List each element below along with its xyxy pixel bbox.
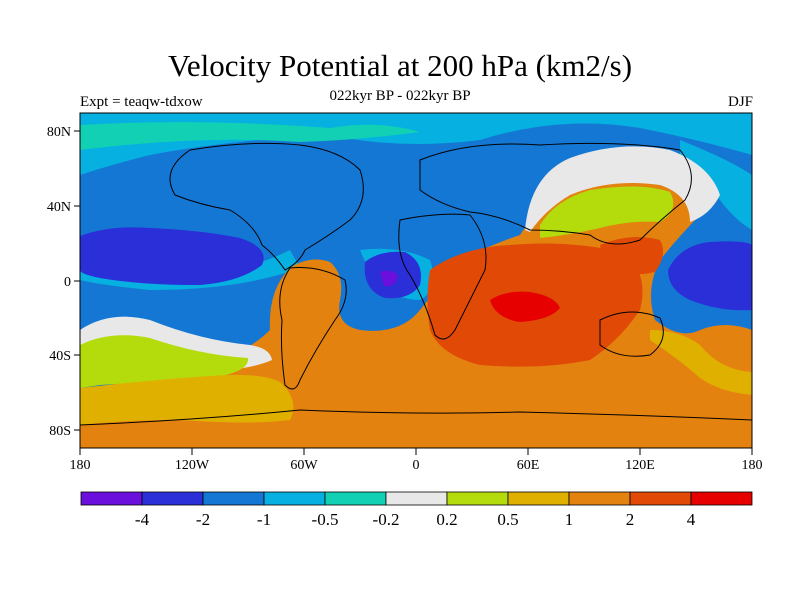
colorbar-box <box>141 491 204 506</box>
colorbar-label: 2 <box>626 510 635 529</box>
colorbar-label: 0.5 <box>497 510 518 529</box>
field-level-0.5-south-pacific <box>80 335 249 388</box>
colorbar-label: 0.2 <box>436 510 457 529</box>
colorbar: -4 -2 -1 -0.5 -0.2 0.2 0.5 1 2 4 <box>80 491 753 529</box>
lon-tick-label: 60E <box>517 458 540 473</box>
colorbar-box <box>446 491 509 506</box>
colorbar-box <box>202 491 265 506</box>
lat-tick-label: 80S <box>49 424 71 439</box>
antarctica-outline <box>80 409 752 426</box>
lat-tick-label: 40S <box>49 349 71 364</box>
australia-outline <box>599 311 664 357</box>
field-level-4-maritime <box>600 236 664 275</box>
colorbar-label: -0.2 <box>373 510 400 529</box>
lon-tick-label: 0 <box>413 458 420 473</box>
south-america-outline <box>279 267 347 390</box>
colorbar-label: -2 <box>196 510 210 529</box>
colorbar-box <box>507 491 570 506</box>
colorbar-label: 4 <box>687 510 696 529</box>
season-label: DJF <box>727 94 753 110</box>
field-level--4-atlantic <box>380 270 398 287</box>
lon-tick-label: 180 <box>742 458 763 473</box>
colorbar-label: -1 <box>257 510 271 529</box>
colorbar-box <box>690 491 753 506</box>
colorbar-label: -0.5 <box>312 510 339 529</box>
latitude-ticks: 80N 40N 0 40S 80S <box>47 125 80 439</box>
colorbar-boxes <box>80 491 753 506</box>
lon-tick-label: 120E <box>625 458 655 473</box>
eurasia-outline <box>419 142 692 245</box>
field-level--2-pacific <box>80 227 264 285</box>
colorbar-box <box>324 491 387 506</box>
longitude-ticks: 180 120W 60W 0 60E 120E 180 <box>70 448 763 473</box>
field-level-1-southeast <box>650 330 752 395</box>
lon-tick-label: 60W <box>290 458 318 473</box>
colorbar-label: 1 <box>565 510 574 529</box>
field-level-0.5-asia <box>540 186 674 238</box>
field-level--0.5-northeast <box>680 140 752 230</box>
field-level--0.2-north <box>80 122 420 150</box>
field-level--2-west-pacific <box>668 241 752 311</box>
field-level-1-south-pacific <box>80 374 294 425</box>
colorbar-box <box>385 491 448 506</box>
lat-tick-label: 0 <box>64 275 71 290</box>
colorbar-box <box>629 491 692 506</box>
colorbar-label: -4 <box>135 510 150 529</box>
coastlines <box>80 142 752 426</box>
field-level-4-core <box>490 291 560 322</box>
north-america-outline <box>169 142 364 271</box>
colorbar-box <box>263 491 326 506</box>
lat-tick-label: 40N <box>47 200 71 215</box>
experiment-label: Expt = teaqw-tdxow <box>80 94 203 110</box>
colorbar-box <box>568 491 631 506</box>
plot-title: Velocity Potential at 200 hPa (km2/s) <box>167 48 633 83</box>
lon-tick-label: 120W <box>175 458 210 473</box>
velocity-potential-field <box>80 113 752 448</box>
colorbar-box <box>80 491 143 506</box>
field-level-0.2-asia <box>525 146 720 232</box>
lat-tick-label: 80N <box>47 125 71 140</box>
plot-subtitle: 022kyr BP - 022kyr BP <box>329 88 471 104</box>
lon-tick-label: 180 <box>70 458 91 473</box>
africa-outline <box>398 213 487 340</box>
